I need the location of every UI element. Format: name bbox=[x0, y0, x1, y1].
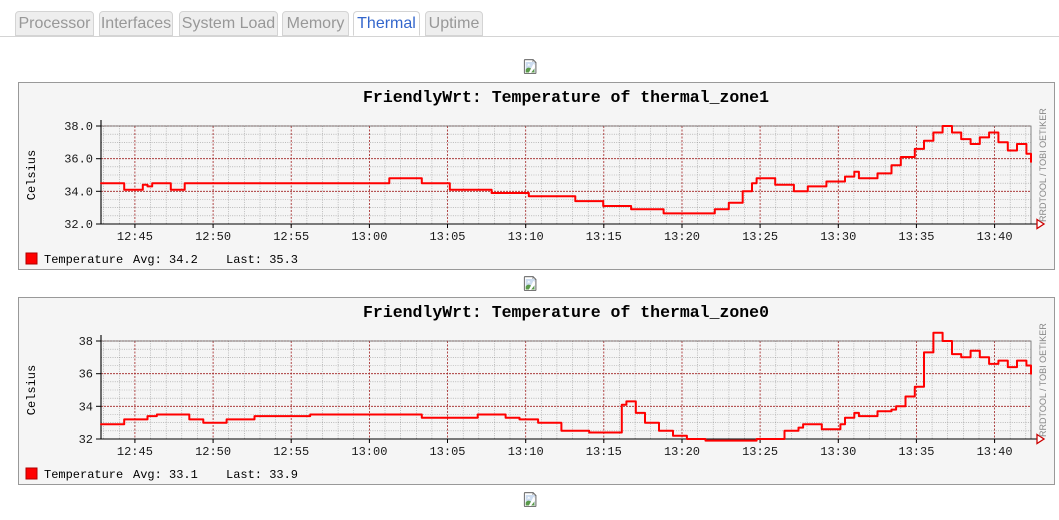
svg-text:12:50: 12:50 bbox=[195, 230, 231, 244]
svg-text:13:15: 13:15 bbox=[586, 230, 622, 244]
svg-text:12:45: 12:45 bbox=[117, 445, 153, 459]
svg-text:Temperature: Temperature bbox=[44, 468, 123, 482]
svg-text:34.0: 34.0 bbox=[64, 185, 93, 199]
svg-text:13:25: 13:25 bbox=[742, 230, 778, 244]
svg-text:Celsius: Celsius bbox=[25, 365, 39, 415]
svg-text:13:05: 13:05 bbox=[429, 445, 465, 459]
svg-text:13:15: 13:15 bbox=[586, 445, 622, 459]
svg-text:38.0: 38.0 bbox=[64, 120, 93, 134]
svg-text:13:20: 13:20 bbox=[664, 230, 700, 244]
svg-text:13:10: 13:10 bbox=[508, 445, 544, 459]
svg-text:36: 36 bbox=[79, 368, 93, 382]
svg-text:Celsius: Celsius bbox=[25, 150, 39, 200]
svg-text:13:10: 13:10 bbox=[508, 230, 544, 244]
svg-text:FriendlyWrt: Temperature of th: FriendlyWrt: Temperature of thermal_zone… bbox=[363, 88, 769, 107]
svg-text:13:20: 13:20 bbox=[664, 445, 700, 459]
svg-text:13:35: 13:35 bbox=[898, 445, 934, 459]
svg-text:32: 32 bbox=[79, 433, 93, 447]
svg-text:FriendlyWrt: Temperature of th: FriendlyWrt: Temperature of thermal_zone… bbox=[363, 303, 769, 322]
svg-text:13:00: 13:00 bbox=[351, 445, 387, 459]
svg-text:Temperature: Temperature bbox=[44, 253, 123, 267]
svg-text:13:40: 13:40 bbox=[977, 445, 1013, 459]
svg-text:12:55: 12:55 bbox=[273, 445, 309, 459]
svg-text:34: 34 bbox=[79, 400, 93, 414]
svg-text:13:35: 13:35 bbox=[898, 230, 934, 244]
svg-text:13:00: 13:00 bbox=[351, 230, 387, 244]
svg-text:13:25: 13:25 bbox=[742, 445, 778, 459]
svg-text:12:50: 12:50 bbox=[195, 445, 231, 459]
svg-text:32.0: 32.0 bbox=[64, 218, 93, 232]
svg-text:Avg: 33.1: Avg: 33.1 bbox=[133, 468, 198, 482]
svg-text:13:30: 13:30 bbox=[820, 445, 856, 459]
svg-text:Last: 33.9: Last: 33.9 bbox=[226, 468, 298, 482]
svg-text:36.0: 36.0 bbox=[64, 153, 93, 167]
svg-text:38: 38 bbox=[79, 335, 93, 349]
svg-text:RRDTOOL / TOBI OETIKER: RRDTOOL / TOBI OETIKER bbox=[1038, 108, 1048, 222]
svg-text:12:45: 12:45 bbox=[117, 230, 153, 244]
svg-text:13:40: 13:40 bbox=[977, 230, 1013, 244]
svg-text:Avg: 34.2: Avg: 34.2 bbox=[133, 253, 198, 267]
svg-text:13:30: 13:30 bbox=[820, 230, 856, 244]
svg-text:RRDTOOL / TOBI OETIKER: RRDTOOL / TOBI OETIKER bbox=[1038, 323, 1048, 437]
svg-text:Last: 35.3: Last: 35.3 bbox=[226, 253, 298, 267]
svg-text:12:55: 12:55 bbox=[273, 230, 309, 244]
svg-text:13:05: 13:05 bbox=[429, 230, 465, 244]
